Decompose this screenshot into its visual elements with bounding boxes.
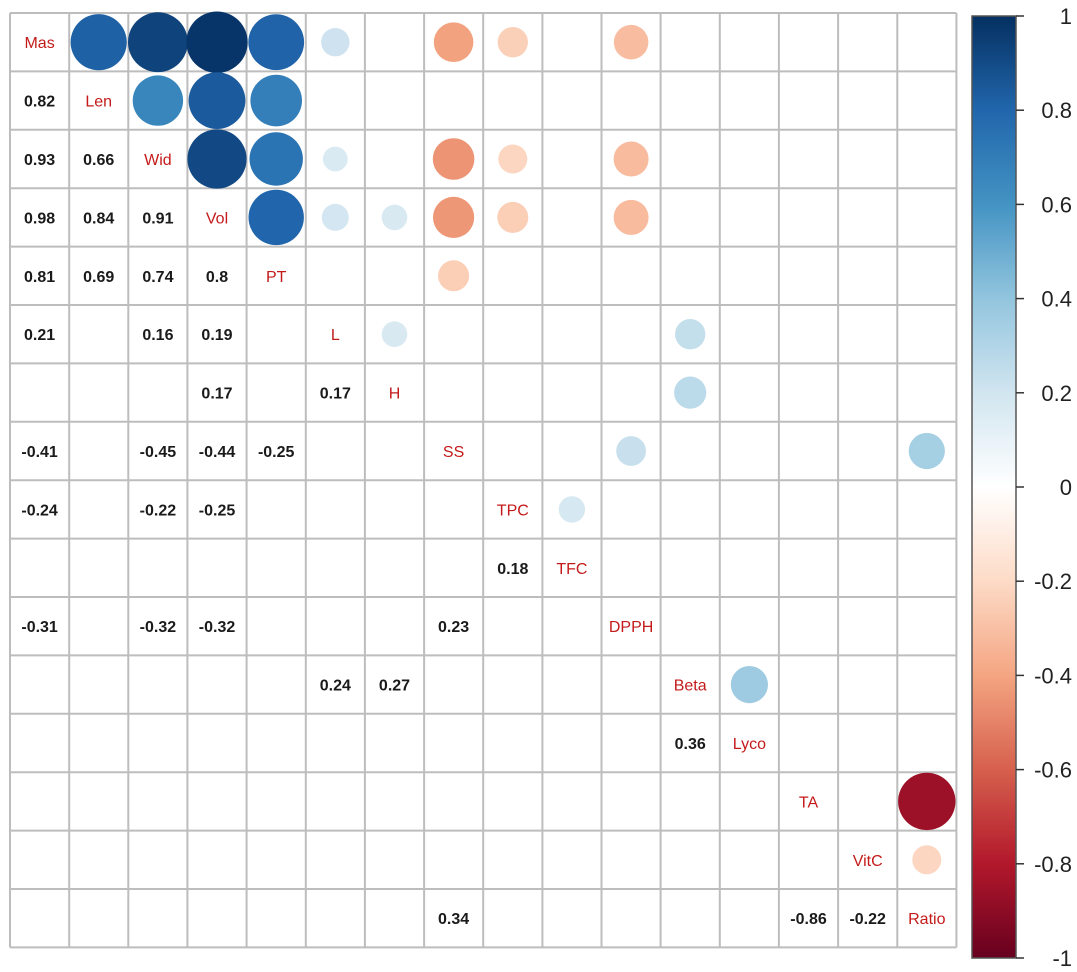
correlation-circle [498,144,528,174]
variable-label-beta: Beta [674,678,707,695]
correlation-value: 0.82 [24,94,55,111]
correlation-value: 0.17 [320,386,351,403]
correlation-circle [558,496,586,523]
correlation-circle [70,14,127,71]
colorbar-legend: 1 0.8 0.6 0.4 0.2 0 -0.2 -0.4 -0.6 -0.8 -1 [971,4,1072,971]
variable-label-tfc: TFC [556,561,587,578]
correlation-value: -0.22 [849,911,886,928]
variable-label-ratio: Ratio [908,911,945,928]
correlation-value: 0.84 [83,210,114,227]
variable-label-ss: SS [443,444,464,461]
correlation-value: 0.93 [24,152,55,169]
correlation-circle [616,436,646,466]
colorbar [971,15,1017,959]
correlation-value: -0.44 [199,444,236,461]
correlation-circle [188,72,246,129]
correlation-circle [248,14,305,71]
correlation-circle [321,28,350,57]
correlation-value: 0.8 [206,269,228,286]
correlation-value: -0.41 [21,444,58,461]
colorbar-tick-label: 0.2 [1041,381,1072,406]
colorbar-tick-label: 0.8 [1041,98,1072,123]
correlation-circle [432,138,475,180]
variable-label-ta: TA [799,794,819,811]
correlation-value: -0.31 [21,619,58,636]
correlation-value: 0.24 [320,678,351,695]
correlation-value: -0.32 [140,619,177,636]
correlation-circle [613,24,649,60]
correlation-value: 0.36 [675,736,706,753]
correlation-circle [381,204,408,231]
variable-label-vol: Vol [206,210,228,227]
colorbar-tick-label: 1 [1060,4,1072,29]
variable-label-dpph: DPPH [609,619,653,636]
correlation-circle [908,432,945,470]
correlation-value: -0.24 [21,502,58,519]
correlation-circle [127,12,188,73]
correlation-value: 0.21 [24,327,55,344]
colorbar-tick-label: -0.4 [1034,663,1072,688]
correlation-value: 0.69 [83,269,114,286]
colorbar-tick-label: 0.6 [1041,192,1072,217]
correlation-labels: Mas Len Wid Vol PT L H SS TPC TFC DPPH Beta Lyco TA Vi… [21,35,945,928]
correlation-circle [912,845,942,875]
correlation-value: 0.74 [142,269,173,286]
correlation-circle [132,75,184,126]
correlation-value: 0.66 [83,152,114,169]
variable-label-pt: PT [266,269,287,286]
correlation-circle [438,260,470,292]
colorbar-tick-label: -0.6 [1034,758,1072,783]
correlation-circle [187,129,247,189]
correlation-value: 0.18 [497,561,528,578]
correlation-value: -0.22 [140,502,177,519]
variable-label-lyco: Lyco [733,736,766,753]
variable-label-l: L [331,327,340,344]
colorbar-tick-label: -1 [1052,946,1072,971]
correlation-circle [674,376,707,409]
correlation-value: 0.91 [142,210,173,227]
correlation-value: 0.81 [24,269,55,286]
correlation-value: 0.34 [438,911,469,928]
correlation-value: 0.98 [24,210,55,227]
correlation-circle [497,201,529,233]
variable-label-h: H [389,386,401,403]
correlation-value: -0.25 [258,444,295,461]
correlation-value: -0.32 [199,619,236,636]
correlation-circle [186,11,248,73]
correlation-circle [249,132,303,186]
correlation-value: 0.16 [142,327,173,344]
correlation-value: 0.27 [379,678,410,695]
correlation-value: 0.19 [201,327,232,344]
correlation-circle [613,199,649,235]
correlation-circle [730,666,769,704]
variable-label-tpc: TPC [497,502,529,519]
correlation-circle [321,203,349,231]
correlation-value: -0.45 [140,444,177,461]
correlation-circle [898,772,956,831]
correlation-value: 0.17 [201,386,232,403]
grid [9,12,958,949]
correlation-circles [70,11,956,875]
variable-label-len: Len [85,94,112,111]
colorbar-tick-label: 0 [1060,475,1072,500]
correlation-circle [675,319,706,350]
correlation-value: 0.23 [438,619,469,636]
colorbar-tick-label: -0.2 [1034,569,1072,594]
correlation-circle [250,74,302,127]
correlation-circle [497,27,528,58]
correlation-circle [613,141,649,177]
correlation-circle [381,321,408,348]
correlation-circle [322,146,348,172]
correlation-value: -0.86 [790,911,827,928]
correlation-circle [433,22,474,62]
colorbar-tick-label: -0.8 [1034,852,1072,877]
correlation-circle [433,196,475,238]
variable-label-mas: Mas [24,35,54,52]
correlation-value: -0.25 [199,502,236,519]
colorbar-tick-label: 0.4 [1041,287,1072,312]
variable-label-wid: Wid [144,152,172,169]
variable-label-vitc: VitC [853,853,883,870]
correlation-circle [248,189,304,246]
